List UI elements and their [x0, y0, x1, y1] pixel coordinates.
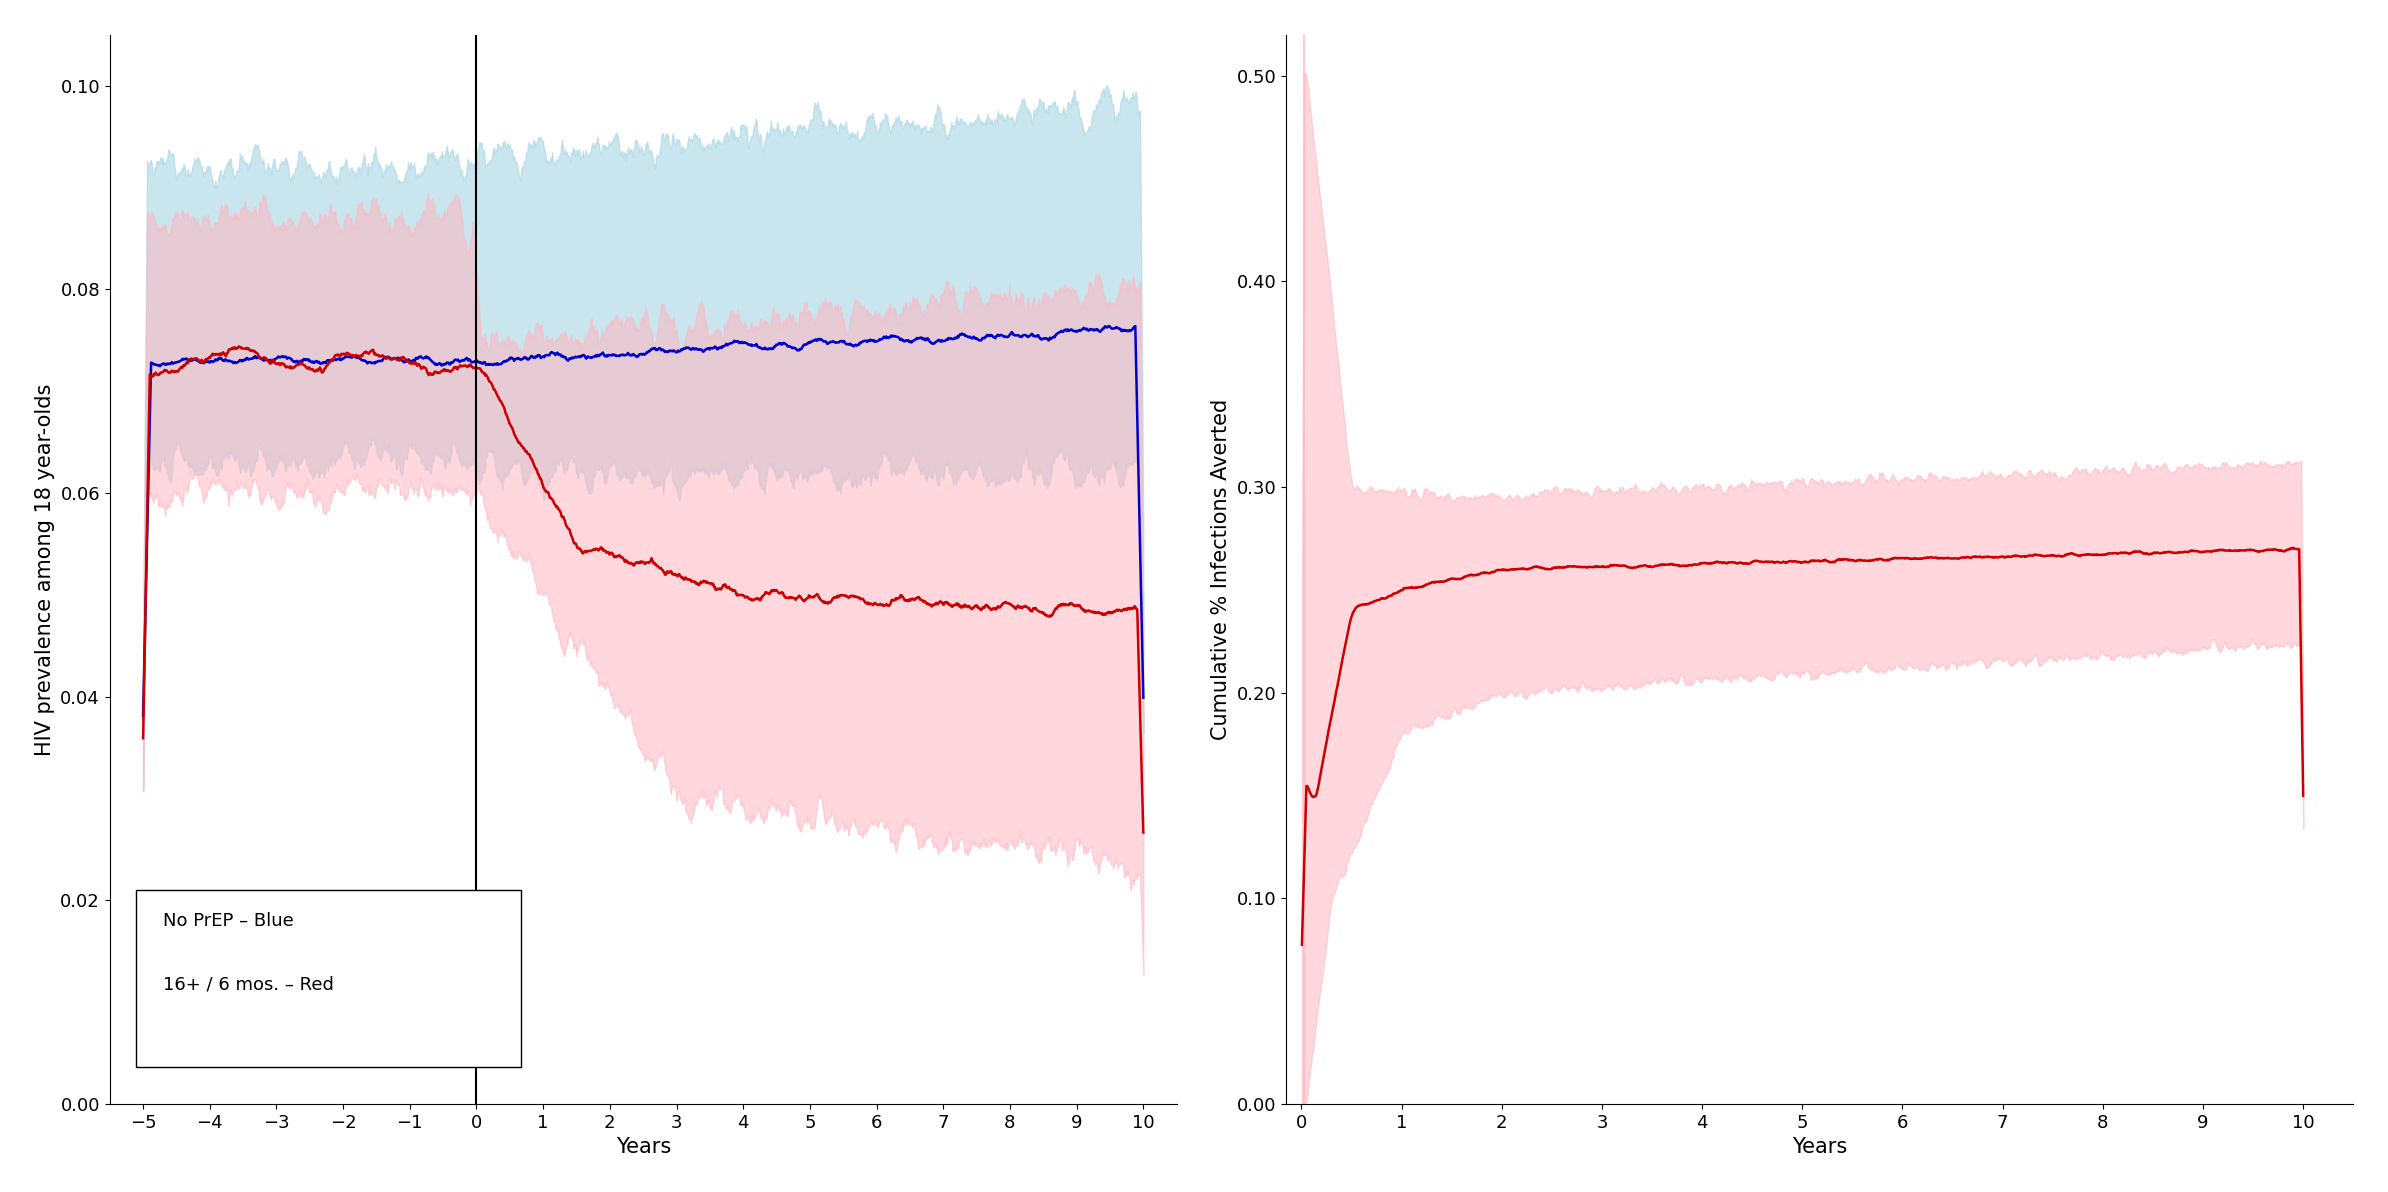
- X-axis label: Years: Years: [616, 1137, 671, 1157]
- X-axis label: Years: Years: [1793, 1137, 1848, 1157]
- Y-axis label: HIV prevalence among 18 year-olds: HIV prevalence among 18 year-olds: [36, 383, 55, 756]
- Text: 16+ / 6 mos. – Red: 16+ / 6 mos. – Red: [162, 976, 334, 994]
- Y-axis label: Cumulative % Infections Averted: Cumulative % Infections Averted: [1211, 399, 1232, 740]
- FancyBboxPatch shape: [136, 890, 521, 1067]
- Text: No PrEP – Blue: No PrEP – Blue: [162, 912, 294, 930]
